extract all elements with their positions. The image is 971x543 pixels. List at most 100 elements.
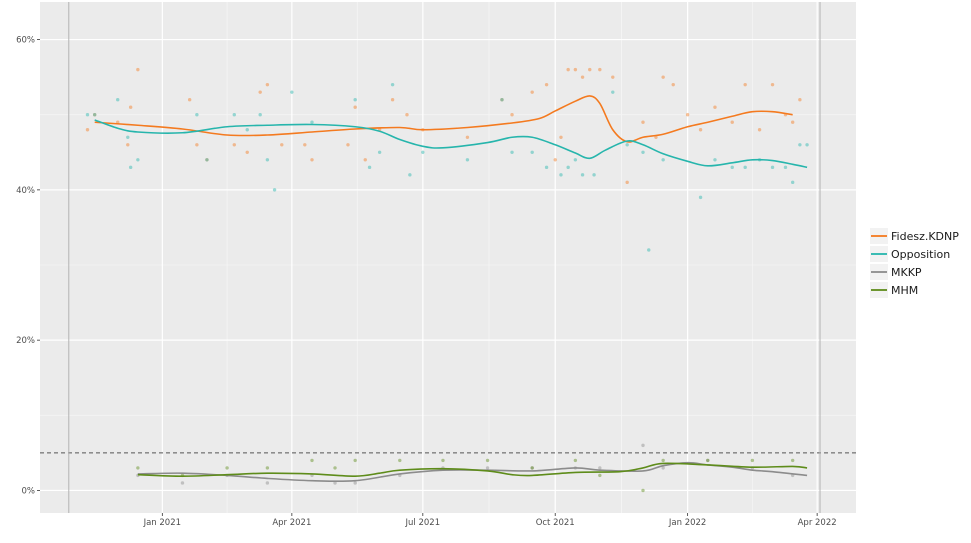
fidesz-kdnp-point <box>232 143 236 147</box>
opposition-point <box>390 82 395 87</box>
legend-label-opposition: Opposition <box>891 248 950 261</box>
fidesz-kdnp-point <box>310 158 314 162</box>
fidesz-kdnp-point <box>770 82 775 87</box>
mhm-point <box>398 458 402 463</box>
opposition-point <box>743 165 747 170</box>
x-tick-label: Jul 2021 <box>405 518 441 528</box>
y-tick-label: 0% <box>22 486 36 496</box>
mhm-point <box>333 466 337 470</box>
opposition-point <box>265 158 270 162</box>
mkkp-point <box>333 481 337 485</box>
opposition-point <box>421 150 425 154</box>
fidesz-kdnp-point <box>126 143 130 147</box>
legend-label-mhm: MHM <box>891 284 918 297</box>
y-tick-label: 60% <box>16 36 35 46</box>
fidesz-kdnp-point <box>790 120 795 124</box>
mkkp-point <box>661 466 665 470</box>
opposition-point <box>783 165 788 170</box>
legend-label-fidesz-kdnp: Fidesz.KDNP <box>891 230 959 243</box>
fidesz-kdnp-point <box>187 97 192 102</box>
mkkp-point <box>485 466 490 470</box>
opposition-point <box>790 180 795 185</box>
mhm-point <box>750 458 755 463</box>
fidesz-kdnp-point <box>698 128 703 132</box>
mkkp-point <box>641 443 645 448</box>
fidesz-kdnp-point <box>730 120 734 124</box>
fidesz-kdnp-point <box>588 67 592 72</box>
mhm-point <box>485 458 490 463</box>
legend: Fidesz.KDNP Opposition MKKP MHM <box>870 228 959 298</box>
fidesz-kdnp-point <box>611 75 615 79</box>
fidesz-kdnp-point <box>195 143 199 147</box>
opposition-point <box>592 173 596 177</box>
opposition-point <box>798 143 802 147</box>
fidesz-kdnp-point <box>265 82 270 87</box>
opposition-point <box>310 120 314 124</box>
fidesz-kdnp-point <box>510 113 514 117</box>
opposition-point <box>232 113 236 117</box>
opposition-point <box>92 113 97 117</box>
opposition-point <box>661 158 665 162</box>
fidesz-kdnp-point <box>685 113 690 117</box>
mkkp-point <box>265 481 270 485</box>
fidesz-kdnp-point <box>85 128 90 132</box>
mhm-trend-line <box>137 462 808 477</box>
fidesz-kdnp-point <box>303 143 307 147</box>
mhm-point <box>706 458 710 463</box>
mhm-point <box>573 458 578 463</box>
opposition-point <box>195 113 199 117</box>
opposition-point <box>580 173 585 177</box>
reference-lines <box>40 2 856 513</box>
y-axis: 0% 20% 40% 60% <box>16 36 40 496</box>
x-tick-label: Oct 2021 <box>536 518 575 528</box>
opposition-point <box>245 128 249 132</box>
mkkp-point <box>353 481 357 485</box>
opposition-point <box>713 158 717 162</box>
opposition-point <box>126 135 130 139</box>
opposition-point <box>641 150 645 154</box>
fidesz-kdnp-point <box>136 67 140 72</box>
y-tick-label: 40% <box>16 186 35 196</box>
opposition-point <box>85 113 90 117</box>
fidesz-kdnp-point <box>580 75 585 79</box>
x-tick-label: Apr 2022 <box>798 518 837 528</box>
fidesz-kdnp-point <box>713 105 717 109</box>
fidesz-kdnp-point <box>544 82 549 87</box>
opposition-point <box>272 188 277 192</box>
opposition-point <box>770 165 775 170</box>
opposition-point <box>730 165 734 170</box>
opposition-point <box>566 165 570 170</box>
fidesz-kdnp-point <box>465 135 470 139</box>
fidesz-kdnp-point <box>598 67 602 72</box>
fidesz-kdnp-point <box>641 120 645 124</box>
fidesz-kdnp-point <box>92 113 97 117</box>
fidesz-kdnp-point <box>798 97 802 102</box>
opposition-point <box>573 158 578 162</box>
opposition-point <box>128 165 133 170</box>
fidesz-kdnp-point <box>500 97 504 102</box>
opposition-point <box>805 143 809 147</box>
opposition-point <box>510 150 514 154</box>
fidesz-kdnp-point <box>671 82 675 87</box>
opposition-point <box>408 173 412 177</box>
fidesz-kdnp-point <box>553 158 557 162</box>
fidesz-kdnp-point <box>559 135 563 139</box>
fidesz-kdnp-point <box>573 67 578 72</box>
opposition-point <box>353 97 357 102</box>
fidesz-kdnp-point <box>625 180 629 185</box>
mhm-point <box>136 466 140 470</box>
fidesz-kdnp-trend-line <box>94 95 793 143</box>
opposition-trend-line <box>94 119 808 169</box>
fidesz-kdnp-point <box>566 67 570 72</box>
fidesz-kdnp-point <box>205 158 209 162</box>
x-tick-label: Apr 2021 <box>272 518 311 528</box>
x-tick-label: Jan 2021 <box>143 518 181 528</box>
mkkp-point <box>180 481 185 485</box>
grid-minor <box>40 2 856 513</box>
fidesz-kdnp-point <box>128 105 133 109</box>
mhm-point <box>661 458 665 463</box>
opposition-point <box>377 150 382 154</box>
opposition-point <box>258 113 262 117</box>
fidesz-kdnp-point <box>661 75 665 79</box>
